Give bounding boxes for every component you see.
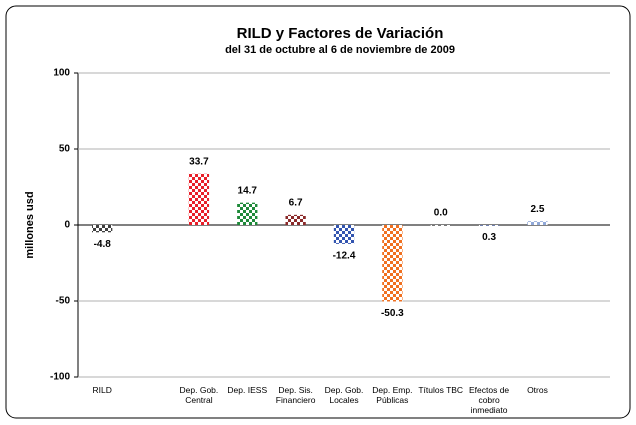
y-tick-label: 0 xyxy=(64,220,70,231)
bar xyxy=(382,225,403,302)
bar xyxy=(188,173,210,225)
x-tick-label: Dep. Emp. Públicas xyxy=(372,385,413,405)
data-label: 33.7 xyxy=(189,156,209,167)
x-tick-label: Otros xyxy=(527,385,548,395)
x-tick-label: Dep. Gob. Locales xyxy=(324,385,364,405)
bar xyxy=(527,221,548,225)
data-label: 0.0 xyxy=(434,208,448,219)
bar xyxy=(430,225,451,226)
bar xyxy=(333,225,355,244)
x-tick-label: Dep. IESS xyxy=(227,385,268,395)
chart-title: RILD y Factores de Variación xyxy=(237,25,444,42)
chart-subtitle: del 31 de octubre al 6 de noviembre de 2… xyxy=(225,44,455,56)
data-label: -50.3 xyxy=(381,308,404,319)
y-tick-label: 50 xyxy=(59,144,71,155)
x-tick-label: RILD xyxy=(92,385,112,395)
y-tick-label: -100 xyxy=(50,372,70,383)
y-axis-label: millones usd xyxy=(24,191,36,258)
data-label: 0.3 xyxy=(482,232,496,243)
data-label: 14.7 xyxy=(238,185,258,196)
data-label: -4.8 xyxy=(94,239,112,250)
x-tick-label: Efectos de cobro inmediato xyxy=(468,385,510,415)
y-tick-label: 100 xyxy=(53,68,70,79)
bar xyxy=(237,202,258,225)
x-tick-label: Dep. Sis. Financiero xyxy=(275,385,316,405)
bar xyxy=(478,225,500,226)
x-tick-label: Títulos TBC xyxy=(418,385,464,395)
chart-border xyxy=(5,5,631,419)
data-label: 6.7 xyxy=(289,197,303,208)
bar xyxy=(92,225,113,233)
y-tick-label: -50 xyxy=(56,296,71,307)
x-tick-label: Dep. Gob. Central xyxy=(179,385,219,405)
data-label: -12.4 xyxy=(333,250,356,261)
data-label: 2.5 xyxy=(531,204,545,215)
bar xyxy=(285,214,306,225)
